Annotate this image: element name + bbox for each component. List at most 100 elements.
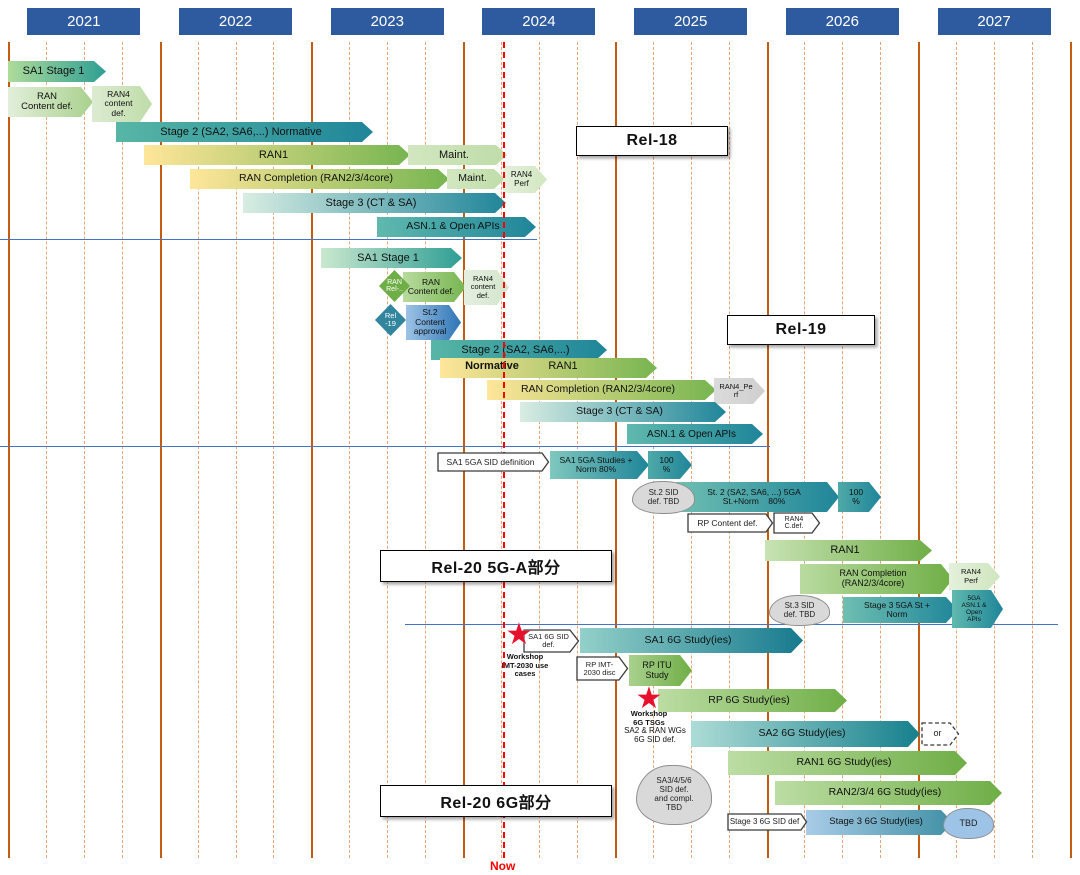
- year-gridline: [614, 42, 617, 858]
- rel20-5ga-label: Rel-20 5G-A部分: [380, 550, 612, 582]
- quarter-gridline: [728, 42, 730, 858]
- r20g-rp-6g-study: RP 6G Study(ies): [658, 689, 847, 712]
- r18-ran-completion: RAN Completion (RAN2/3/4core): [190, 169, 449, 189]
- r18-ran4-content-def: RAN4 content def.: [92, 86, 152, 122]
- r20g-stage3-6g-study: Stage 3 6G Study(ies): [806, 810, 953, 835]
- r20a-ran-completion: RAN Completion (RAN2/3/4core): [800, 564, 953, 594]
- r20a-ran1: RAN1: [765, 540, 932, 561]
- year-label: 2026: [785, 8, 899, 35]
- r19-sa1-stage1: SA1 Stage 1: [321, 248, 462, 268]
- r20a-st3-sid-cloud: St.3 SID def. TBD: [769, 595, 830, 626]
- r18-sa1-stage1: SA1 Stage 1: [8, 61, 106, 82]
- quarter-gridline: [956, 42, 958, 858]
- quarter-gridline: [273, 42, 275, 858]
- now-label: Now: [490, 859, 516, 873]
- r20g-ran1-6g-study: RAN1 6G Study(ies): [728, 751, 967, 775]
- r20g-workshop-6g-label: Workshop 6G TSGs: [630, 709, 668, 727]
- rel20-6g-label: Rel-20 6G部分: [380, 785, 612, 817]
- quarter-gridline: [501, 42, 503, 858]
- r19-ran1-bar: [440, 358, 657, 378]
- r20g-workshop-6g-star-icon: ★: [635, 682, 663, 715]
- r19-ran-completion: RAN Completion (RAN2/3/4core): [487, 380, 716, 400]
- quarter-gridline: [1031, 42, 1033, 858]
- r18-ran-content-def: RAN Content def.: [8, 87, 93, 117]
- rel18-label: Rel-18: [576, 126, 728, 156]
- r20g-ran234-6g-study: RAN2/3/4 6G Study(ies): [775, 781, 1002, 805]
- r19-rel19-diamond: Rel -19: [375, 304, 406, 336]
- quarter-gridline: [652, 42, 654, 858]
- quarter-gridline: [121, 42, 123, 858]
- r20a-st2-sid-cloud: St.2 SID def. TBD: [632, 481, 695, 514]
- rel19-label: Rel-19: [727, 315, 875, 345]
- r18-ran-completion-maint: Maint.: [447, 169, 505, 189]
- r20g-sa1-6g-sid: SA1 6G SID def.: [523, 629, 580, 653]
- year-label: 2023: [330, 8, 444, 35]
- quarter-gridline: [425, 42, 427, 858]
- quarter-gridline: [538, 42, 540, 858]
- year-label: 2027: [937, 8, 1051, 35]
- year-label: 2025: [634, 8, 748, 35]
- r20g-tbd-cloud: TBD: [943, 808, 994, 839]
- year-gridline: [159, 42, 162, 858]
- quarter-gridline: [576, 42, 578, 858]
- r19-stage3: Stage 3 (CT & SA): [520, 402, 726, 422]
- section-divider: [405, 624, 1058, 625]
- year-gridline: [463, 42, 466, 858]
- quarter-gridline: [197, 42, 199, 858]
- r20a-st2-100pct: 100 %: [838, 482, 881, 512]
- year-gridline: [918, 42, 921, 858]
- r20a-5ga-asn1: 5GA ASN.1 & Open APIs: [952, 590, 1003, 628]
- year-label: 2022: [179, 8, 293, 35]
- section-divider: [0, 446, 770, 447]
- r20g-workshop-imt2030-label: Workshop IMT-2030 use cases: [501, 652, 549, 679]
- r18-ran1: RAN1: [144, 145, 410, 165]
- quarter-gridline: [349, 42, 351, 858]
- r20a-ran4-cdef: RAN4 C.def.: [773, 512, 821, 534]
- r19-st2-content-approval: St.2 Content approval: [406, 305, 461, 340]
- r20a-stage3: Stage 3 5GA St + Norm: [843, 597, 958, 623]
- quarter-gridline: [690, 42, 692, 858]
- year-gridline: [8, 42, 10, 858]
- r20g-sa3456-cloud: SA3/4/5/6 SID def. and compl. TBD: [636, 765, 712, 825]
- r18-stage2-normative: Stage 2 (SA2, SA6,...) Normative: [116, 122, 373, 142]
- r20a-sa1-studies: SA1 5GA Studies + Norm 80%: [550, 451, 649, 479]
- year-gridline: [1069, 42, 1072, 858]
- quarter-gridline: [387, 42, 389, 858]
- r20g-sa2-ranwg-sid-label: SA2 & RAN WGs 6G SID def.: [624, 726, 686, 745]
- r20g-workshop-imt2030-star-icon: ★: [505, 618, 533, 651]
- r19-ran1-label: RAN1: [548, 360, 578, 372]
- quarter-gridline: [83, 42, 85, 858]
- quarter-gridline: [880, 42, 882, 858]
- year-gridline: [766, 42, 769, 858]
- r19-ran4-perf: RAN4_Pe rf: [714, 378, 765, 404]
- r19-normative-label: Normative: [465, 360, 519, 372]
- year-label: 2021: [27, 8, 141, 35]
- r20a-sa1-sid-definition: SA1 5GA SID definition: [437, 452, 550, 472]
- r18-asn1: ASN.1 & Open APIs: [377, 217, 536, 237]
- r18-stage3: Stage 3 (CT & SA): [243, 193, 506, 213]
- r20g-sa2-6g-study: SA2 6G Study(ies): [691, 721, 920, 747]
- r19-ran-content-def: RAN Content def.: [403, 272, 466, 302]
- now-line: [503, 42, 505, 858]
- r20a-rp-content-def: RP Content def.: [687, 513, 774, 533]
- r20g-sa1-6g-study: SA1 6G Study(ies): [580, 628, 803, 653]
- section-divider: [0, 239, 537, 240]
- r20g-rp-imt2030-disc: RP IMT- 2030 disc: [576, 656, 629, 681]
- quarter-gridline: [235, 42, 237, 858]
- quarter-gridline: [804, 42, 806, 858]
- quarter-gridline: [842, 42, 844, 858]
- quarter-gridline: [994, 42, 996, 858]
- r20g-stage3-6g-sid: Stage 3 6G SID def: [727, 813, 808, 831]
- r20g-rp-itu-study: RP ITU Study: [629, 655, 692, 686]
- quarter-gridline: [45, 42, 47, 858]
- year-label: 2024: [482, 8, 596, 35]
- r19-asn1: ASN.1 & Open APIs: [627, 424, 763, 444]
- r18-ran4-perf: RAN4 Perf: [503, 166, 547, 193]
- r18-ran1-maint: Maint.: [408, 145, 507, 165]
- r20a-st2: St. 2 (SA2, SA6, ...) 5GA St.+Norm 80%: [676, 482, 839, 512]
- r20a-ran4-perf: RAN4 Perf: [949, 563, 1000, 590]
- year-gridline: [311, 42, 314, 858]
- r20g-or: or: [921, 722, 960, 746]
- r19-stage2: Stage 2 (SA2, SA6,...): [431, 340, 607, 360]
